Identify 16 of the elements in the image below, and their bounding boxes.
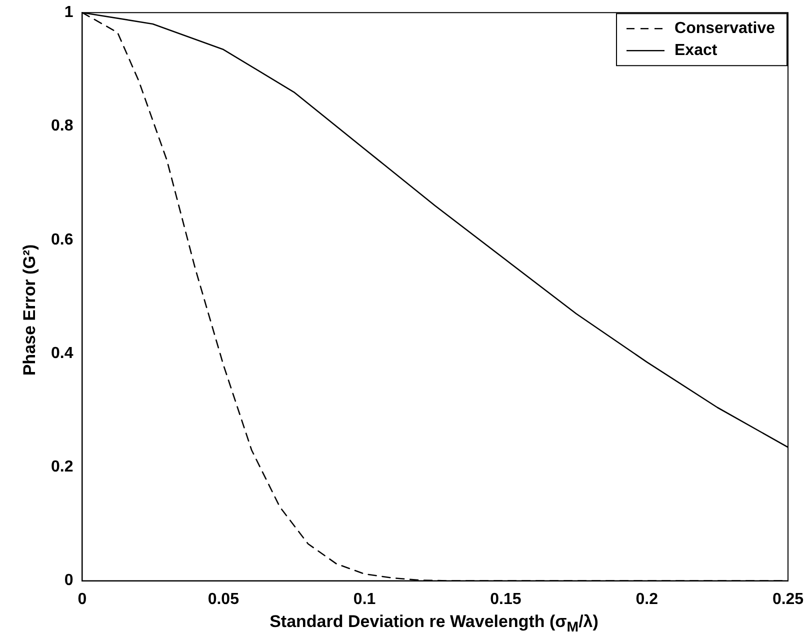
y-tick-label: 1: [64, 4, 74, 22]
x-tick-label: 0.05: [208, 590, 240, 608]
y-tick-label: 0.8: [50, 118, 74, 135]
legend-label: Exact: [674, 42, 718, 60]
y-tick-label: 0.6: [50, 231, 74, 248]
x-tick-label: 0: [78, 590, 87, 608]
legend-label: Conservative: [674, 20, 776, 38]
x-tick-label: 0.2: [636, 590, 658, 608]
x-tick-label: 0.1: [353, 590, 376, 608]
x-tick-label: 0.25: [772, 590, 804, 608]
x-axis-title: Standard Deviation re Wavelength (σ$_{M}$/λ): [270, 612, 598, 636]
y-tick-label: 0.4: [50, 344, 74, 362]
y-axis-title: Phase Error (G²): [20, 244, 40, 376]
x-tick-label: 0.15: [490, 590, 522, 608]
y-tick-label: 0: [64, 572, 74, 590]
y-tick-label: 0.2: [50, 458, 74, 476]
